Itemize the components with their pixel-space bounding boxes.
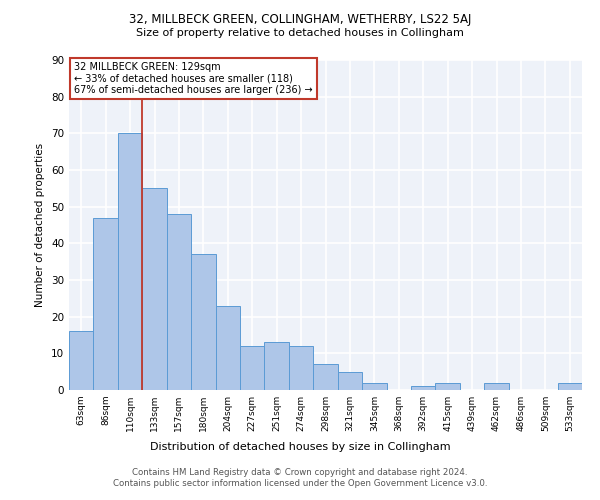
- Bar: [94, 218, 118, 390]
- Text: Size of property relative to detached houses in Collingham: Size of property relative to detached ho…: [136, 28, 464, 38]
- Bar: [362, 382, 386, 390]
- Bar: [142, 188, 167, 390]
- Text: Contains HM Land Registry data © Crown copyright and database right 2024.
Contai: Contains HM Land Registry data © Crown c…: [113, 468, 487, 487]
- Y-axis label: Number of detached properties: Number of detached properties: [35, 143, 46, 307]
- Text: Distribution of detached houses by size in Collingham: Distribution of detached houses by size …: [149, 442, 451, 452]
- Bar: [265, 342, 289, 390]
- Text: 32, MILLBECK GREEN, COLLINGHAM, WETHERBY, LS22 5AJ: 32, MILLBECK GREEN, COLLINGHAM, WETHERBY…: [129, 12, 471, 26]
- Bar: [313, 364, 338, 390]
- Bar: [411, 386, 436, 390]
- Bar: [118, 134, 142, 390]
- Bar: [436, 382, 460, 390]
- Bar: [289, 346, 313, 390]
- Text: 32 MILLBECK GREEN: 129sqm
← 33% of detached houses are smaller (118)
67% of semi: 32 MILLBECK GREEN: 129sqm ← 33% of detac…: [74, 62, 313, 95]
- Bar: [69, 332, 94, 390]
- Bar: [215, 306, 240, 390]
- Bar: [557, 382, 582, 390]
- Bar: [240, 346, 265, 390]
- Bar: [338, 372, 362, 390]
- Bar: [191, 254, 215, 390]
- Bar: [167, 214, 191, 390]
- Bar: [484, 382, 509, 390]
